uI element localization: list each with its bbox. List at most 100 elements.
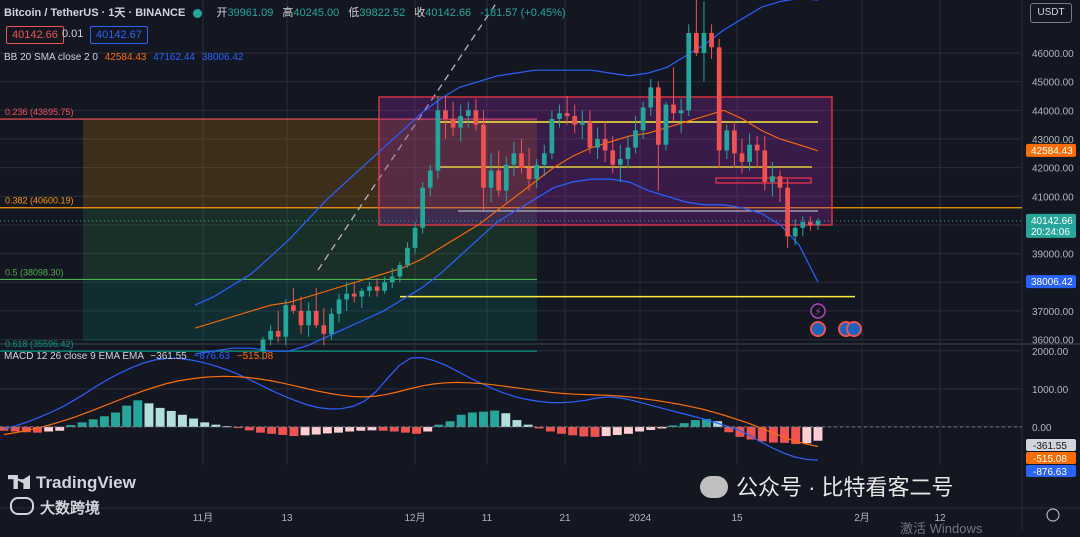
macd-hist-bar — [44, 426, 54, 432]
macd-hist-bar — [601, 426, 611, 437]
fib-level-label: 0.236 (43695.75) — [5, 107, 74, 117]
candle-body — [808, 222, 813, 225]
price-axis-badge — [1026, 213, 1076, 238]
macd-hist-bar — [278, 426, 288, 435]
price-axis-badge-label: 38006.42 — [1031, 277, 1073, 288]
candle — [770, 161, 775, 197]
candle — [808, 216, 813, 231]
candle-body — [534, 164, 540, 180]
macd-hist-bar — [88, 419, 98, 427]
candle — [549, 110, 555, 160]
time-tick-label: 21 — [559, 513, 571, 524]
macd-hist-bar — [646, 426, 656, 430]
macd-hist-bar — [99, 416, 109, 427]
macd-hist-bar — [456, 414, 466, 427]
candle — [686, 24, 692, 117]
candle-body — [579, 121, 585, 125]
candle-body — [519, 153, 524, 168]
candle — [579, 110, 585, 139]
time-tick-label: 13 — [281, 513, 293, 524]
macd-hist-bar — [623, 426, 633, 434]
candle-body — [427, 170, 433, 188]
candle — [435, 95, 441, 180]
macd-signal-line — [3, 375, 819, 448]
candle-body — [511, 153, 517, 165]
macd-hist-bar — [311, 426, 321, 435]
candle — [610, 136, 616, 174]
candle — [754, 136, 760, 168]
macd-hist-bar — [122, 405, 132, 427]
macd-hist-bar — [267, 426, 277, 434]
macd-legend[interactable]: MACD 12 26 close 9 EMA EMA −361.55 −876.… — [4, 351, 273, 362]
candle-body — [450, 118, 456, 128]
macd-hist-bar — [579, 426, 589, 437]
price-tick-label: 44000.00 — [1032, 106, 1074, 117]
macd-hist-bar — [534, 426, 544, 429]
candle — [374, 277, 380, 297]
currency-button[interactable]: USDT — [1030, 3, 1072, 23]
candle-body — [283, 305, 289, 337]
macd-hist-bar — [233, 426, 243, 429]
candle-body — [549, 118, 555, 154]
candle-body — [344, 293, 349, 300]
candle-body — [777, 176, 783, 188]
candle-body — [291, 305, 296, 311]
candle — [572, 104, 578, 134]
candle-body — [275, 330, 281, 337]
candle — [671, 67, 676, 122]
candle-body — [481, 124, 486, 188]
candle-body — [739, 153, 745, 162]
macd-hist-bar — [724, 426, 734, 433]
candle-body — [306, 310, 311, 326]
macd-tick-label: 2000.00 — [1032, 347, 1069, 358]
candle-body — [298, 310, 304, 326]
candle — [313, 287, 319, 329]
wechat-text: 公众号 · 比特看客二号 — [736, 475, 954, 500]
price-tick-label: 46000.00 — [1032, 49, 1074, 60]
candle — [260, 336, 266, 360]
candle-body — [754, 144, 760, 151]
candle-body — [260, 339, 266, 352]
tradingview-logo: TradingView — [8, 473, 136, 493]
macd-axis-badge — [1026, 452, 1076, 464]
macd-hist-bar — [590, 426, 600, 437]
candle — [617, 144, 623, 182]
bb-upper-line — [194, 0, 818, 306]
candle-body — [473, 110, 479, 125]
candle-body — [602, 138, 608, 151]
candle — [792, 219, 798, 246]
symbol-title[interactable]: Bitcoin / TetherUS · 1天 · BINANCE — [4, 7, 186, 19]
macd-axis-badge — [1026, 465, 1076, 477]
price-tick-label: 43000.00 — [1032, 135, 1074, 146]
candle — [488, 153, 494, 203]
high-value: 40245.00 — [293, 7, 340, 19]
candle — [450, 101, 456, 137]
candle-body — [693, 32, 699, 54]
candle-body — [633, 130, 638, 148]
candle-body — [496, 170, 502, 191]
time-tick-label: 2024 — [629, 513, 652, 524]
buy-button[interactable]: 40142.67 — [90, 26, 148, 44]
candle — [427, 164, 433, 197]
candle-body — [405, 247, 410, 266]
high-label: 高 — [282, 7, 294, 19]
macd-hist-bar — [780, 426, 790, 443]
sell-button[interactable]: 40142.66 — [6, 26, 64, 44]
candle-body — [321, 325, 327, 334]
candle-body — [488, 170, 494, 188]
macd-axis-badge-label: -515.08 — [1033, 454, 1067, 465]
candle — [496, 150, 502, 197]
candle — [732, 121, 737, 168]
candle-body — [397, 265, 403, 277]
bb-legend[interactable]: BB 20 SMA close 2 0 42584.43 47162.44 38… — [4, 52, 243, 63]
macd-hist-bar — [300, 426, 310, 436]
candle-body — [564, 113, 570, 117]
candle — [716, 38, 722, 168]
bb-basis-line — [194, 109, 819, 329]
candle — [815, 217, 821, 231]
macd-hist-bar — [345, 426, 355, 432]
macd-hist-bar — [635, 426, 645, 432]
candle-body — [374, 286, 380, 291]
us-flag-event-icon — [846, 321, 862, 337]
